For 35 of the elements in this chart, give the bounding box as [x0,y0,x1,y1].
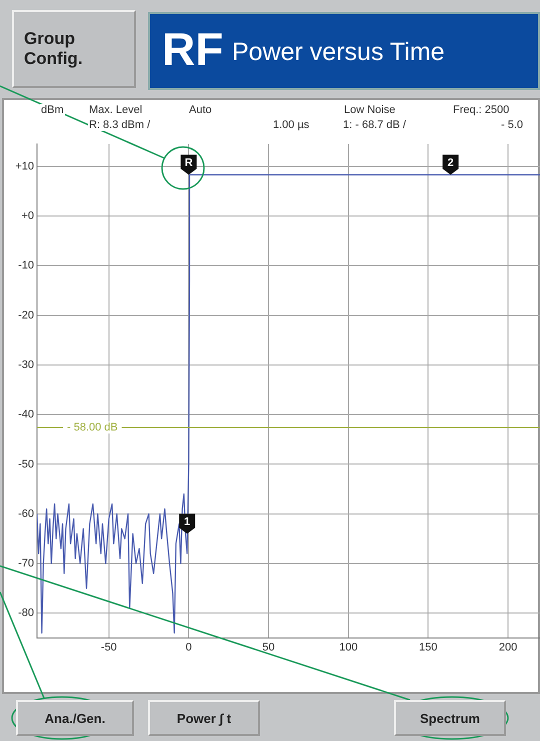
text: Freq.: 2500 [452,104,510,116]
text: Spectrum [394,700,506,736]
y-tick-label: -80 [18,607,34,620]
y-axis-title: dBm [40,104,65,116]
text: 1.00 µs [272,119,310,131]
x-tick-label: 0 [186,642,192,654]
chart-title: RF [162,22,224,76]
x-tick-label: 200 [498,642,518,654]
y-tick-label: -60 [18,508,34,520]
text: R: 8.3 dBm / [88,119,152,131]
x-tick-label: 100 [339,642,358,654]
x-tick-label: 50 [262,642,275,654]
y-tick-label: +10 [15,160,34,172]
text: Group Config. [12,10,136,88]
x-tick-label: 150 [419,642,438,654]
annotation: 1 [184,516,190,528]
y-tick-label: -70 [18,558,34,570]
y-tick-label: -30 [18,358,34,371]
y-tick-label: -20 [18,309,34,322]
text: Low Noise [343,104,396,116]
annotation: R [184,156,193,169]
x-tick-label: -50 [100,642,117,654]
y-tick-label: +0 [21,210,34,222]
y-tick-label: -50 [18,458,34,470]
text: Auto [188,104,213,116]
y-tick-label: -10 [18,260,34,272]
annotation: 2 [448,156,454,169]
chart-subtitle: Power versus Time [232,38,445,67]
text: Power ∫ t [148,700,260,736]
ref-line-label: - 58.00 dB [67,422,118,434]
text: - 5.0 [500,119,524,131]
y-tick-label: -40 [18,408,34,421]
text: Ana./Gen. [16,700,134,736]
text: 1: - 68.7 dB / [342,119,407,131]
text: Max. Level [88,104,144,116]
